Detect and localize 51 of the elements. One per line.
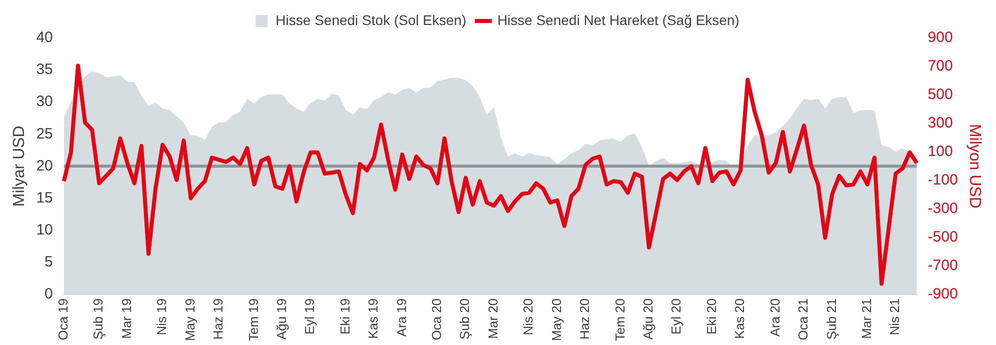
x-tick-label: Nis 19 (154, 298, 170, 336)
x-tick-label: Oca 20 (429, 298, 444, 340)
x-tick-label: Ara 20 (767, 298, 782, 337)
x-tick-label: Mar 20 (485, 298, 500, 339)
x-tick-label: Şub 21 (824, 298, 839, 340)
y2-tick-label: -500 (928, 228, 958, 246)
x-tick-label: Mar 19 (118, 298, 134, 339)
x-tick-label: Ağu 20 (640, 298, 656, 340)
y2-tick-label: -300 (928, 200, 958, 218)
y2-tick-label: 100 (928, 143, 953, 160)
y2-tick-label: -100 (928, 172, 958, 189)
x-tick-label: Oca 19 (55, 298, 70, 340)
y-tick-label: 25 (36, 125, 53, 142)
x-tick-label: Oca 21 (796, 298, 811, 340)
x-tick-label: Nis 21 (887, 298, 902, 336)
x-tick-label: May 20 (548, 298, 564, 342)
x-tick-label: Eyl 20 (668, 298, 684, 335)
x-tick-label: Tem 20 (612, 298, 628, 342)
x-tick-label: Eki 19 (337, 298, 352, 335)
y-tick-label: 20 (36, 157, 53, 174)
y2-axis-title: Milyon USD (966, 124, 983, 208)
y2-tick-label: 300 (928, 114, 953, 132)
x-tick-label: May 19 (182, 298, 198, 342)
x-tick-label: Nis 20 (520, 298, 536, 336)
x-tick-label: Eyl 19 (302, 298, 318, 335)
y-tick-label: 0 (44, 286, 53, 303)
y-tick-label: 30 (36, 93, 53, 110)
x-tick-label: Eki 20 (704, 298, 719, 335)
y2-tick-label: -700 (928, 257, 958, 274)
y-tick-label: 15 (36, 189, 53, 206)
x-tick-label: Tem 19 (246, 298, 261, 342)
x-tick-label: Kas 20 (732, 298, 748, 339)
x-tick-label: Şub 20 (457, 298, 472, 340)
y-tick-label: 35 (36, 61, 53, 78)
x-tick-label: Kas 19 (366, 298, 381, 339)
x-tick-label: Mar 21 (859, 298, 874, 339)
y2-tick-label: 900 (928, 29, 953, 46)
x-tick-label: Şub 19 (90, 298, 106, 340)
y2-tick-label: 700 (928, 58, 953, 75)
y-axis-title: Milyar USD (11, 126, 28, 207)
legend-label: Hisse Senedi Stok (Sol Eksen) (276, 12, 466, 28)
x-tick-label: Ağu 19 (274, 298, 289, 340)
x-tick-label: Haz 20 (577, 298, 592, 340)
x-tick-label: Haz 19 (210, 298, 226, 340)
legend-label: Hisse Senedi Net Hareket (Sağ Eksen) (497, 12, 740, 28)
y2-tick-label: 500 (928, 86, 953, 104)
x-tick-label: Ara 19 (394, 298, 409, 337)
y-tick-label: 5 (44, 253, 53, 270)
y2-tick-label: -900 (928, 286, 958, 303)
y-tick-label: 10 (36, 221, 53, 238)
y-tick-label: 40 (36, 29, 53, 46)
